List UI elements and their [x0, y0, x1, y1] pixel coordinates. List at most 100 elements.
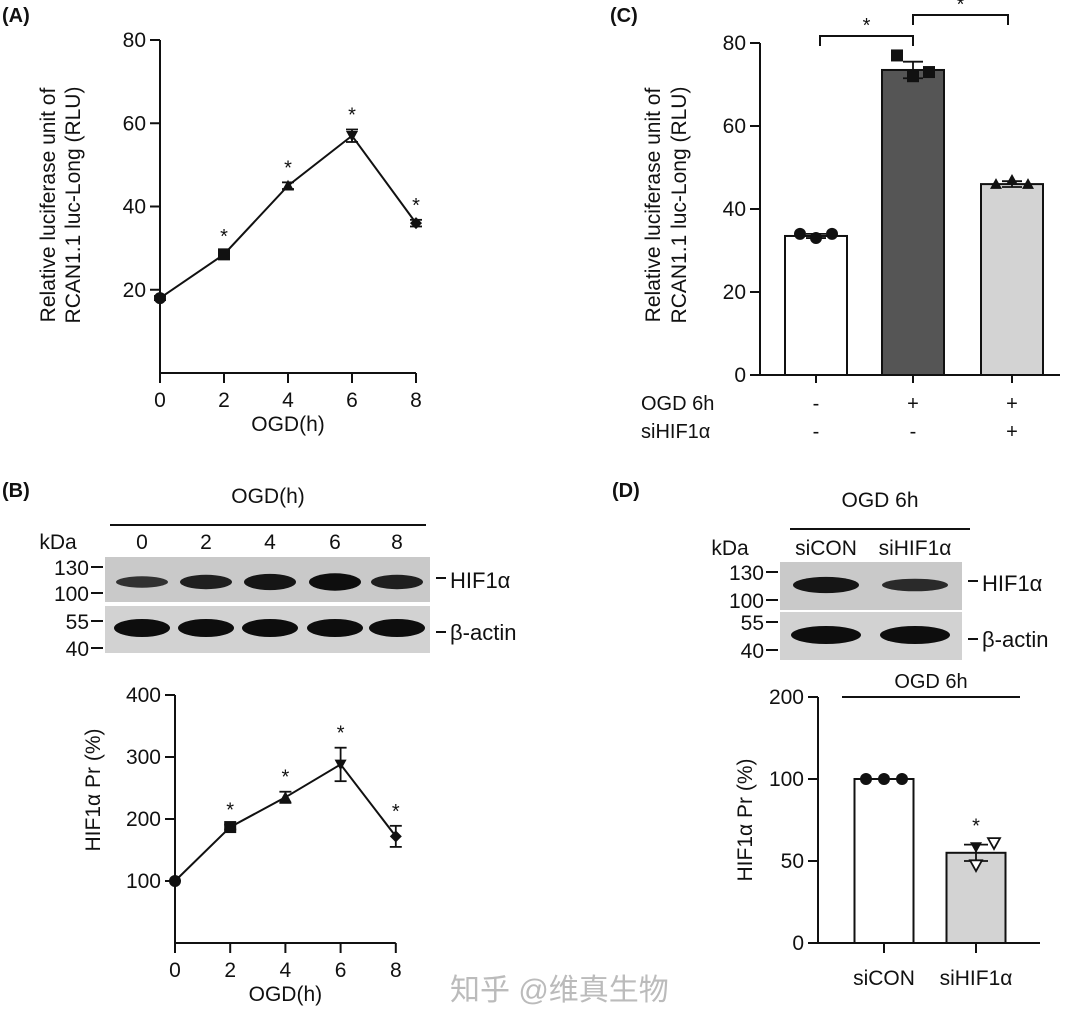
D-y-tick-label: 200 [769, 686, 804, 709]
D-mw-marker-label: 130 [729, 562, 764, 585]
B-significance-star: * [337, 723, 345, 745]
C-data-point [990, 178, 1002, 189]
C-y-tick-label: 0 [734, 364, 746, 387]
D-protein-label-hif1a: HIF1α [982, 571, 1043, 596]
C-y-tick-label: 40 [723, 198, 746, 221]
A-x-tick-label: 8 [410, 389, 422, 412]
C-y-axis-label-line2: RCAN1.1 luc-Long (RLU) [668, 87, 691, 324]
A-x-tick-label: 4 [282, 389, 294, 412]
D-lane-label: siCON [795, 537, 857, 560]
B-band-hif1a [309, 573, 361, 591]
C-data-point [1006, 173, 1018, 185]
C-condition-sign: - [813, 393, 820, 415]
C-significance-bracket [912, 14, 1009, 25]
C-bar [980, 183, 1044, 376]
D-band-hif1a [882, 578, 948, 592]
D-data-point [896, 773, 908, 785]
B-band-hif1a [116, 576, 168, 588]
B-x-tick-label: 0 [169, 959, 181, 982]
panel-label-d: (D) [612, 480, 640, 502]
B-mw-marker-label: 40 [66, 638, 89, 661]
C-significance-bracket [819, 35, 914, 46]
B-lane-label: 4 [264, 531, 276, 554]
B-y-axis-label: HIF1α Pr (%) [82, 729, 105, 852]
D-mw-marker-label: 40 [741, 640, 764, 663]
A-y-tick-label: 20 [123, 279, 146, 302]
C-condition-label: OGD 6h [641, 393, 714, 415]
D-mw-marker-label: 100 [729, 590, 764, 613]
B-blot-header: OGD(h) [231, 485, 305, 508]
C-significance-star: * [957, 0, 965, 16]
D-y-tick-label: 0 [792, 932, 804, 955]
A-data-point [346, 130, 358, 142]
D-lane-label: siHIF1α [879, 537, 952, 560]
B-lane-label: 0 [136, 531, 148, 554]
B-kda-label: kDa [39, 531, 77, 554]
A-y-axis-label-line2: RCAN1.1 luc-Long (RLU) [62, 87, 85, 324]
A-significance-star: * [412, 195, 420, 217]
C-condition-sign: + [1006, 393, 1018, 415]
B-lane-label: 2 [200, 531, 212, 554]
A-y-tick-label: 80 [123, 29, 146, 52]
D-y-axis-label: HIF1α Pr (%) [734, 759, 757, 882]
C-bar [784, 234, 848, 376]
D-data-point [986, 837, 1002, 851]
C-data-point [891, 49, 903, 62]
B-data-point [334, 759, 347, 771]
panel-label-c: (C) [610, 5, 638, 27]
C-data-point [923, 66, 935, 79]
A-y-tick-label: 60 [123, 112, 146, 135]
B-x-axis-label: OGD(h) [249, 983, 323, 1006]
B-x-tick-label: 8 [390, 959, 402, 982]
D-y-tick-label: 100 [769, 768, 804, 791]
C-data-point [907, 70, 919, 83]
C-data-point [1022, 178, 1034, 189]
D-data-point [860, 773, 872, 785]
B-significance-star: * [226, 800, 234, 822]
A-y-tick-label: 40 [123, 196, 146, 219]
D-bar [853, 778, 915, 944]
B-lane-label: 6 [329, 531, 341, 554]
D-significance-star: * [972, 816, 980, 838]
C-condition-sign: - [813, 421, 820, 443]
A-significance-star: * [220, 226, 228, 248]
C-condition-sign: + [907, 393, 919, 415]
B-y-tick-label: 200 [126, 808, 161, 831]
C-condition-label: siHIF1α [641, 421, 710, 443]
C-y-tick-label: 20 [723, 281, 746, 304]
D-x-tick-label: siCON [853, 967, 915, 990]
A-x-tick-label: 2 [218, 389, 230, 412]
C-significance-star: * [863, 15, 871, 37]
B-band-hif1a [180, 574, 232, 590]
C-condition-sign: - [910, 421, 917, 443]
B-protein-label-actin: β-actin [450, 620, 516, 645]
A-significance-star: * [284, 157, 292, 179]
C-condition-sign: + [1006, 421, 1018, 443]
B-band-hif1a [371, 574, 423, 590]
C-y-axis-label-line1: Relative luciferase unit of [642, 88, 665, 323]
D-protein-label-actin: β-actin [982, 627, 1048, 652]
B-y-tick-label: 300 [126, 746, 161, 769]
A-y-axis-label-line1: Relative luciferase unit of [37, 88, 60, 323]
D-y-tick-label: 50 [781, 850, 804, 873]
B-data-point [224, 821, 237, 834]
B-mw-marker-label: 100 [54, 583, 89, 606]
B-band-actin [369, 619, 425, 637]
B-y-tick-label: 100 [126, 870, 161, 893]
D-band-actin [880, 626, 950, 644]
D-data-point [970, 842, 982, 854]
B-band-actin [242, 619, 298, 637]
A-x-axis-label: OGD(h) [251, 413, 325, 436]
B-protein-label-hif1a: HIF1α [450, 568, 511, 593]
B-band-hif1a [244, 573, 296, 591]
watermark: 知乎 @维真生物 [450, 974, 669, 1007]
panel-label-a: (A) [2, 5, 30, 27]
B-x-tick-label: 4 [280, 959, 292, 982]
B-y-tick-label: 400 [126, 684, 161, 707]
D-band-hif1a [793, 576, 859, 594]
panel-label-b: (B) [2, 480, 30, 502]
D-data-point [878, 773, 890, 785]
B-data-point [169, 875, 181, 887]
C-data-point [794, 227, 806, 240]
